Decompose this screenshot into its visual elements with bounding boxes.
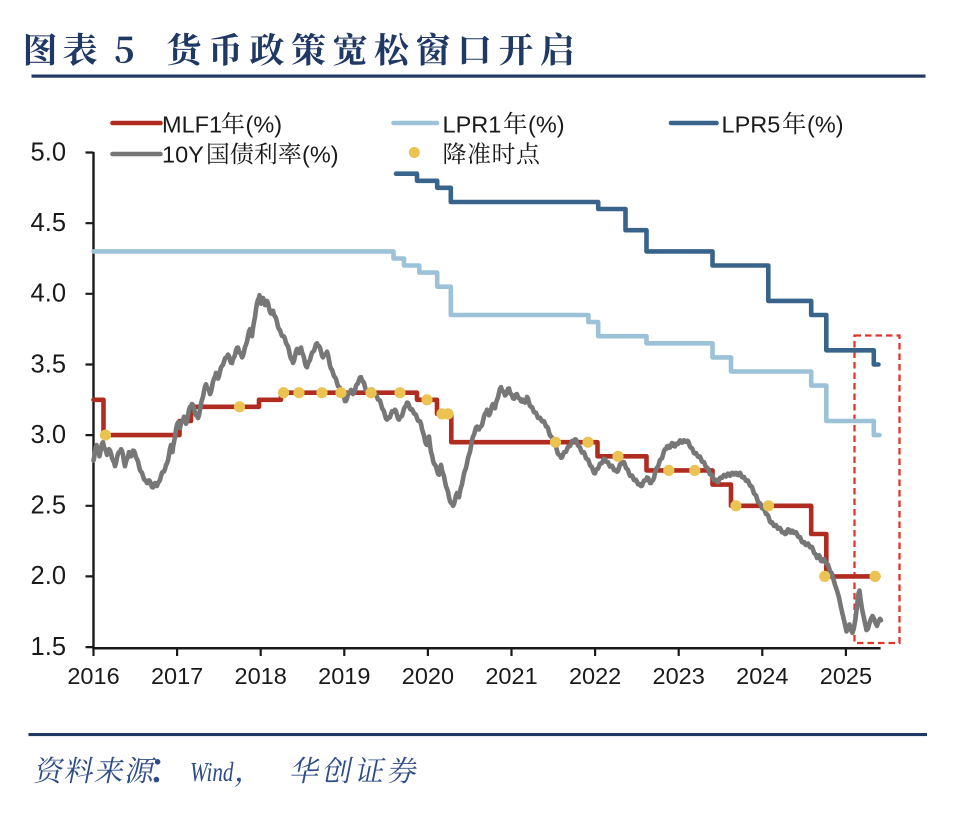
svg-text:Wind: Wind bbox=[190, 757, 234, 787]
svg-text:2.0: 2.0 bbox=[31, 562, 66, 590]
svg-text:LPR1: LPR1 bbox=[443, 112, 502, 138]
svg-text:4.0: 4.0 bbox=[31, 280, 66, 308]
svg-text:2017: 2017 bbox=[151, 663, 203, 689]
svg-text:2024: 2024 bbox=[736, 663, 788, 689]
svg-text:(%): (%) bbox=[246, 112, 283, 138]
svg-text:2023: 2023 bbox=[653, 663, 705, 689]
svg-text:2018: 2018 bbox=[235, 663, 287, 689]
svg-text:10Y: 10Y bbox=[162, 142, 204, 168]
svg-text:3.5: 3.5 bbox=[31, 350, 66, 378]
svg-text:(%): (%) bbox=[528, 112, 565, 138]
svg-text:2016: 2016 bbox=[67, 663, 119, 689]
svg-text:1.5: 1.5 bbox=[31, 633, 66, 661]
svg-text:4.5: 4.5 bbox=[31, 209, 66, 237]
svg-text:5.0: 5.0 bbox=[31, 138, 66, 166]
svg-text:2020: 2020 bbox=[402, 663, 454, 689]
svg-text:MLF1: MLF1 bbox=[162, 112, 222, 138]
svg-text:2025: 2025 bbox=[820, 663, 872, 689]
svg-text:2021: 2021 bbox=[485, 663, 537, 689]
svg-text:2022: 2022 bbox=[569, 663, 621, 689]
svg-text:LPR5: LPR5 bbox=[722, 112, 781, 138]
svg-text:(%): (%) bbox=[807, 112, 844, 138]
svg-text:2019: 2019 bbox=[318, 663, 370, 689]
svg-text:2.5: 2.5 bbox=[31, 492, 66, 520]
svg-text:3.0: 3.0 bbox=[31, 421, 66, 449]
svg-text:(%): (%) bbox=[302, 142, 339, 168]
